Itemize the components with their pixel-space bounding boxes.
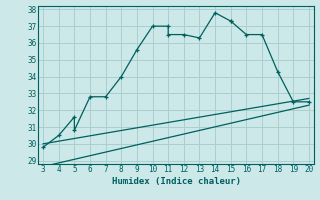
X-axis label: Humidex (Indice chaleur): Humidex (Indice chaleur) (111, 177, 241, 186)
